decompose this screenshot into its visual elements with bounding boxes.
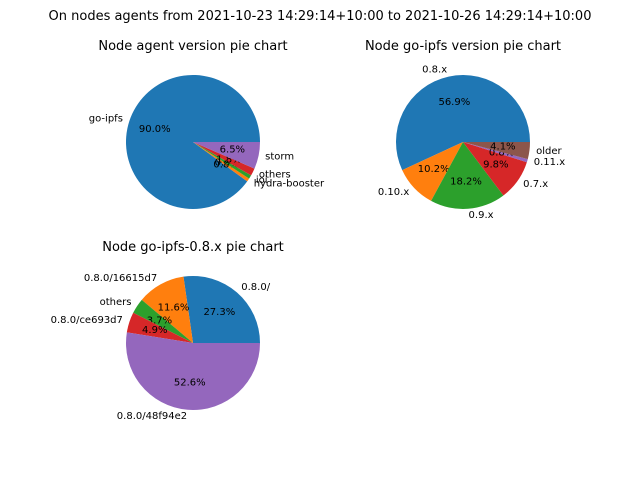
pie-go-ipfs-version: 56.9% 0.8.x 10.2% 0.10.x 18.2% 0.9.x 9.8% 0.7.x…: [365, 39, 565, 221]
pie-pct-label: 4.9%: [142, 325, 167, 336]
pie-slice-older: [463, 142, 530, 160]
pie-pct-label: 18.2%: [450, 177, 482, 188]
pie-category-label: hydra-booster: [254, 178, 325, 189]
pie-slice-0-10-x: [402, 142, 463, 201]
pie-slice-0-8-0-16615d7: [141, 276, 193, 343]
pie-pct-label: 56.9%: [438, 97, 470, 108]
pie-category-label: storm: [265, 151, 294, 162]
pie-category-label: others: [259, 170, 291, 181]
pie-pct-label: 0.9%: [215, 158, 240, 169]
pie-pct-label: 0.8%: [489, 148, 514, 159]
pie-category-label: 0.9.x: [469, 210, 494, 221]
pie-slice-0-7-x: [463, 142, 527, 196]
pie-category-label: 0.10.x: [378, 187, 409, 198]
pie-go-ipfs-08x: 27.3% 0.8.0/11.6% 0.8.0/16615d7 3.7% others 4…: [51, 240, 284, 422]
pie-slice-ioi: [193, 142, 252, 179]
pie-category-label: others: [100, 297, 132, 308]
pie-slice-others: [133, 299, 193, 343]
pie-agent-version: 90.0% go-ipfs 0.8% hydra-booster 0.9% ioi 1.8%…: [89, 39, 325, 209]
pie-slice-hydra-booster: [193, 142, 250, 182]
pie-pct-label: 90.0%: [139, 124, 171, 135]
pie-category-label: 0.11.x: [534, 157, 565, 168]
pie-pct-label: 27.3%: [203, 307, 235, 318]
pie-category-label: older: [536, 146, 562, 157]
pie-slice-0-8-0-ce693d7: [126, 312, 193, 343]
pie-category-label: 0.8.0/48f94e2: [117, 411, 187, 422]
pie-slice-go-ipfs: [125, 74, 260, 209]
pie-category-label: 0.8.x: [422, 65, 447, 76]
pie-title: Node go-ipfs-0.8.x pie chart: [102, 240, 284, 255]
pie-slice-0-9-x: [431, 142, 504, 209]
pie-title: Node go-ipfs version pie chart: [365, 39, 561, 54]
pie-category-label: 0.8.0/ce693d7: [51, 315, 123, 326]
pie-pct-label: 0.8%: [213, 159, 238, 170]
pie-category-label: 0.8.0/: [241, 282, 270, 293]
pie-slice-0-11-x: [463, 142, 528, 163]
pie-slice-0-8-0-48f94e2: [126, 332, 261, 411]
pie-slice-0-8-0: [183, 275, 260, 343]
pie-pct-label: 52.6%: [174, 378, 206, 389]
pie-pct-label: 6.5%: [220, 145, 245, 156]
pie-category-label: 0.8.0/16615d7: [84, 273, 157, 284]
pie-slice-storm: [193, 142, 260, 169]
pie-category-label: go-ipfs: [89, 114, 123, 125]
pie-pct-label: 4.1%: [490, 142, 515, 153]
pie-pct-label: 11.6%: [158, 302, 190, 313]
pie-category-label: 0.7.x: [523, 179, 548, 190]
pie-pct-label: 10.2%: [418, 164, 450, 175]
figure-suptitle: On nodes agents from 2021-10-23 14:29:14…: [49, 9, 592, 24]
pie-pct-label: 1.8%: [216, 155, 241, 166]
pie-slice-0-8-x: [396, 75, 530, 171]
pie-category-label: ioi: [256, 175, 268, 186]
pie-pct-label: 9.8%: [483, 160, 508, 171]
pie-pct-label: 3.7%: [147, 315, 172, 326]
pie-slice-others: [193, 142, 255, 176]
pie-title: Node agent version pie chart: [98, 39, 287, 54]
